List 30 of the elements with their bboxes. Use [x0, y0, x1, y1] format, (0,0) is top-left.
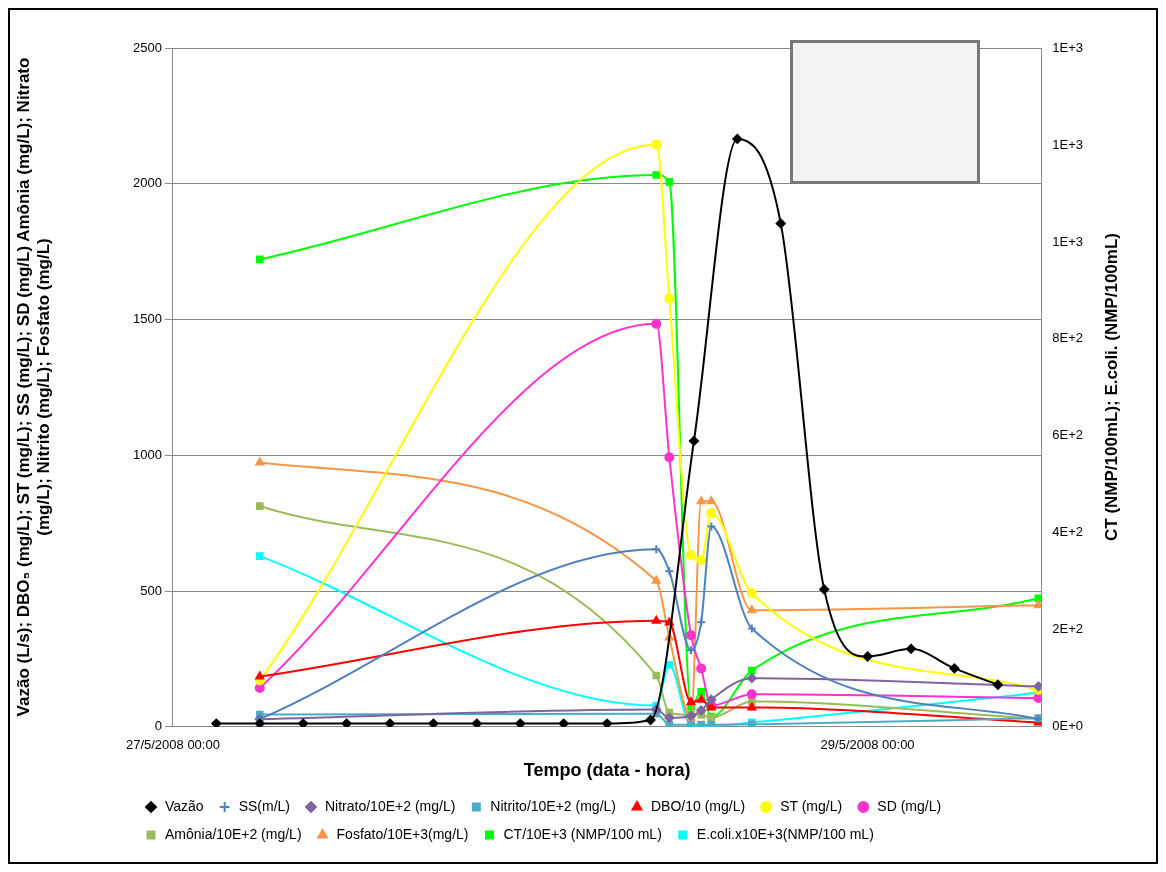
- y2-tick-label: 0E+0: [1052, 718, 1084, 734]
- y2-tick-label: 1E+3: [1052, 136, 1084, 152]
- legend-label: SS(m/L): [238, 797, 290, 814]
- legend-label: Vazão: [165, 797, 204, 814]
- x-axis-title: Tempo (data - hora): [523, 760, 691, 781]
- y2-tick-label: 8E+2: [1052, 330, 1084, 346]
- x-tick-label: 27/5/2008 00:00: [125, 737, 220, 753]
- y-tick-label: 0: [154, 718, 162, 734]
- legend-label: SD (mg/L): [877, 797, 942, 814]
- x-tick-label: 29/5/2008 00:00: [820, 737, 915, 753]
- legend-label: DBO/10 (mg/L): [650, 797, 746, 814]
- y-tick-label: 500: [140, 582, 162, 598]
- y2-tick-label: 4E+2: [1052, 524, 1084, 540]
- y2-tick-label: 1E+3: [1052, 39, 1084, 55]
- legend-label: E.coli.x10E+3(NMP/100 mL): [696, 825, 874, 842]
- legend-label: ST (mg/L): [780, 797, 843, 814]
- y2-tick-label: 2E+2: [1052, 621, 1084, 637]
- y-tick-label: 2500: [133, 39, 162, 55]
- y-tick-label: 2000: [133, 175, 162, 191]
- legend-label: Nitrito/10E+2 (mg/L): [490, 797, 616, 814]
- y-axis-title: Vazão (L/s); DBO₅ (mg/L); ST (mg/L); SS (mg/L); SD (mg/L) Amônia (mg/L); Nitrato (mg/L); Nitrito (mg/L); Fosfato (mg/L): [13, 57, 54, 719]
- legend-label: CT/10E+3 (NMP/100 mL): [503, 825, 662, 842]
- y-tick-label: 1500: [133, 311, 162, 327]
- legend-label: Amônia/10E+2 (mg/L): [165, 825, 302, 842]
- legend-label: Nitrato/10E+2 (mg/L): [325, 797, 456, 814]
- y2-tick-label: 6E+2: [1052, 427, 1084, 443]
- y-tick-label: 1000: [133, 446, 162, 462]
- y2-axis-title: CT (NMP/100mL); E.coli. (NMP/100mL): [1102, 232, 1123, 544]
- y2-tick-label: 1E+3: [1052, 233, 1084, 249]
- legend-label: Fosfato/10E+3(mg/L): [336, 825, 469, 842]
